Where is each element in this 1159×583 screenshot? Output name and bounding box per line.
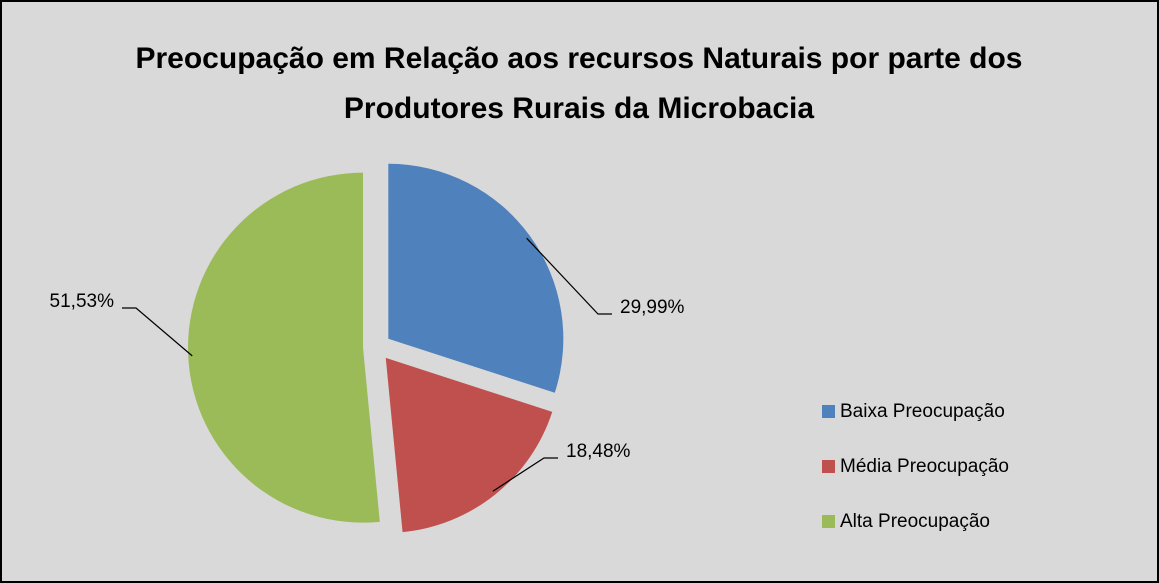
leader-line — [526, 237, 612, 315]
legend-label: Alta Preocupação — [840, 511, 990, 532]
pie-slice — [388, 163, 564, 393]
legend-swatch — [822, 405, 835, 418]
data-label: 18,48% — [566, 441, 631, 462]
leader-line — [122, 307, 193, 357]
chart-title: Preocupação em Relação aos recursos Natu… — [135, 42, 1023, 125]
legend-swatch — [822, 515, 835, 528]
pie-slice — [188, 172, 380, 523]
legend-swatch — [822, 460, 835, 473]
pie-slice — [385, 357, 553, 533]
data-label: 51,53% — [50, 291, 115, 312]
legend-label: Média Preocupação — [840, 456, 1009, 477]
legend-label: Baixa Preocupação — [840, 401, 1005, 422]
leader-line — [492, 457, 558, 492]
data-label: 29,99% — [620, 297, 685, 318]
